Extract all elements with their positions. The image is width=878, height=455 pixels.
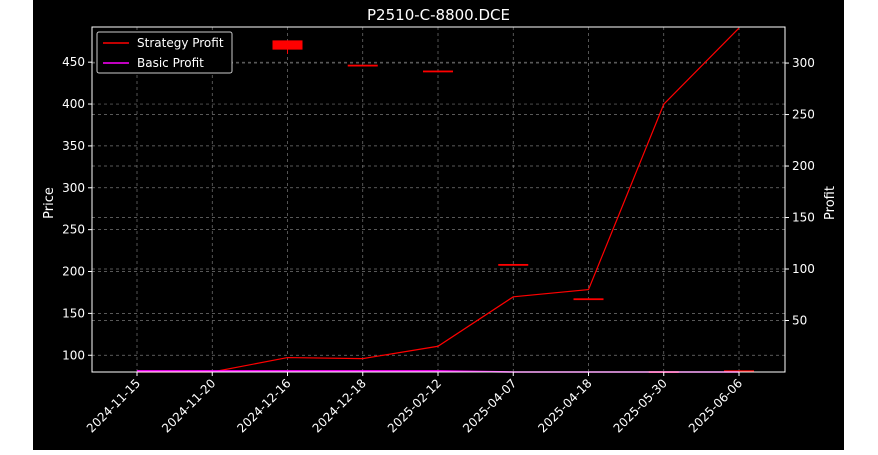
- grid-lines: [92, 27, 785, 372]
- candle-body: [347, 64, 378, 67]
- y2-tick-label: 300: [792, 56, 815, 70]
- series-line-strategy-profit: [137, 27, 740, 373]
- y-axis-label-left: Price: [42, 187, 57, 219]
- y-tick-label: 100: [62, 348, 85, 362]
- x-tick-label: 2024-12-18: [310, 376, 369, 435]
- y2-tick-label: 250: [792, 108, 815, 122]
- x-tick-label: 2024-11-15: [84, 376, 143, 435]
- y-ticks-right: 50 100 150 200 250 300: [785, 56, 815, 328]
- x-tick-label: 2024-12-16: [234, 376, 293, 435]
- x-ticks: 2024-11-15 2024-11-20 2024-12-16 2024-12-18…: [84, 372, 745, 435]
- x-tick-label: 2025-04-18: [535, 376, 594, 435]
- candle-body: [498, 263, 529, 266]
- y-axis-label-right: Profit: [823, 186, 838, 220]
- y-tick-label: 200: [62, 265, 85, 279]
- chart-title: P2510-C-8800.DCE: [367, 6, 510, 24]
- candle-body: [573, 298, 604, 301]
- y2-tick-label: 100: [792, 262, 815, 276]
- x-tick-label: 2024-11-20: [159, 376, 218, 435]
- y-tick-label: 250: [62, 223, 85, 237]
- legend-label: Basic Profit: [137, 56, 204, 70]
- y-tick-label: 150: [62, 306, 85, 320]
- chart-svg: P2510-C-8800.DCE Price Profit 100 150 200 2…: [42, 6, 838, 435]
- legend-box: [96, 31, 233, 74]
- legend-label: Strategy Profit: [137, 36, 224, 50]
- y2-tick-label: 150: [792, 211, 815, 225]
- x-tick-label: 2025-02-12: [385, 376, 444, 435]
- x-tick-label: 2025-04-07: [460, 376, 519, 435]
- candle-body: [272, 40, 303, 50]
- legend: Strategy Profit Basic Profit: [96, 31, 233, 74]
- chart-figure: P2510-C-8800.DCE Price Profit 100 150 200 2…: [33, 0, 844, 450]
- candle-body: [423, 70, 453, 73]
- y-ticks-left: 100 150 200 250 300 350 400 450: [62, 55, 92, 362]
- x-tick-label: 2025-05-30: [611, 376, 670, 435]
- y-tick-label: 450: [62, 55, 85, 69]
- profit-lines: [137, 27, 740, 373]
- y-tick-label: 350: [62, 139, 85, 153]
- y2-tick-label: 50: [792, 314, 807, 328]
- x-tick-label: 2025-06-06: [686, 376, 745, 435]
- y2-tick-label: 200: [792, 159, 815, 173]
- y-tick-label: 400: [62, 97, 85, 111]
- y-tick-label: 300: [62, 181, 85, 195]
